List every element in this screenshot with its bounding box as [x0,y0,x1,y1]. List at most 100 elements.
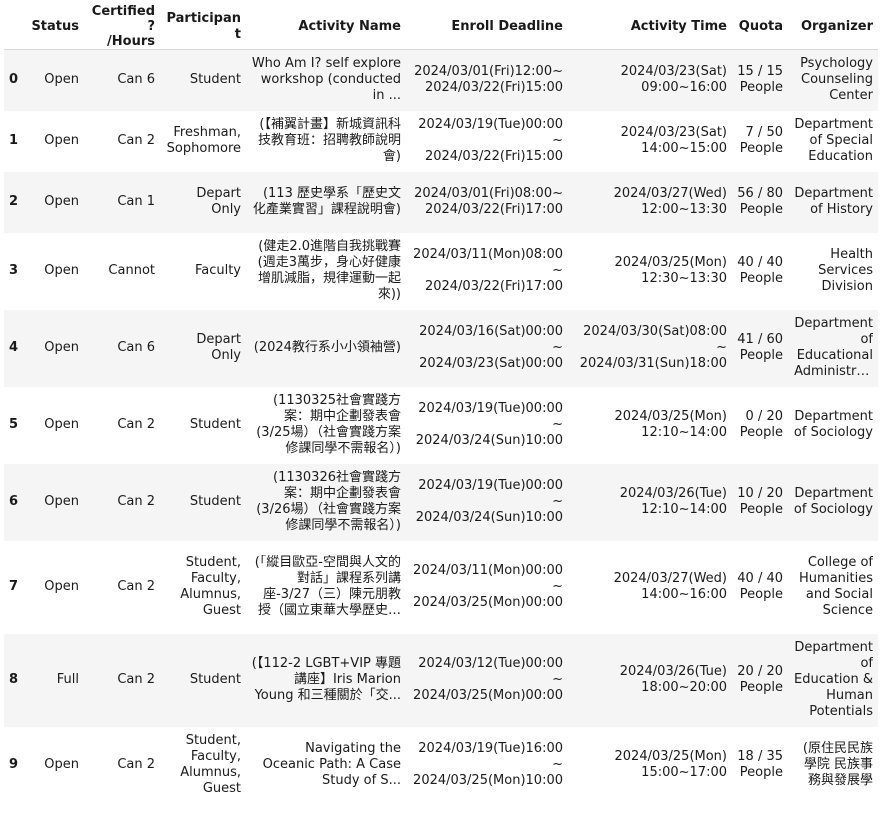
row-index-text: 4 [9,340,19,355]
activity-name-cell: (【112-2 LGBT+VIP 專題講座】Iris Marion Young … [246,634,406,727]
header-activity-name: Activity Name [246,4,406,50]
participant-cell: Student [160,50,246,111]
certified-hours-cell-text: Can 2 [117,417,155,432]
quota-cell: 10 / 20 People [732,464,788,541]
organizer-cell-text: Health Services Division [818,247,873,294]
enroll-deadline-cell-text: 2024/03/01(Fri)08:00~ 2024/03/22(Fri)17:… [414,186,563,217]
activity-name-cell: Who Am I? self explore workshop (conduct… [246,50,406,111]
certified-hours-cell-text: Can 2 [117,494,155,509]
participant-cell: Depart Only [160,172,246,233]
activity-name-cell-text: (「縱目歐亞-空間與人文的對話」課程系列講座-3/27（三）陳元朋教授（國立東華… [254,555,401,618]
status-cell: Open [26,727,84,804]
table-row: 7 Open Can 2 Student, Faculty, Alumnus, Gue… [4,540,878,634]
organizer-cell-text: Department of Sociology [793,486,873,517]
enroll-deadline-cell: 2024/03/16(Sat)00:00~ 2024/03/23(Sat)00:… [406,310,568,387]
status-cell-text: Open [44,757,79,772]
header-status: Status [26,4,84,50]
activity-time-cell: 2024/03/23(Sat) 14:00~15:00 [568,111,732,172]
activity-time-cell: 2024/03/25(Mon) 12:30~13:30 [568,233,732,310]
participant-cell: Student [160,464,246,541]
organizer-cell: College of Humanities and Social Science [788,541,878,634]
participant-cell-text: Student, Faculty, Alumnus, Guest [180,733,241,796]
activity-name-cell-text: (1130326社會實踐方案：期中企劃發表會(3/26場）（社會實踐方案修課同學… [256,470,401,533]
enroll-deadline-cell: 2024/03/19(Tue)00:00~ 2024/03/24(Sun)10:… [406,387,568,464]
certified-hours-cell: Can 2 [84,541,160,634]
row-index-text: 1 [9,133,19,148]
quota-cell: 56 / 80 People [732,172,788,233]
organizer-cell-text: Department of Educational Administration… [794,316,873,379]
certified-hours-cell-text: Can 6 [117,72,155,88]
activity-name-cell-text: (【補翼計畫】新城資訊科技教育班：招聘教師說明會) [257,117,401,164]
quota-cell: 18 / 35 People [732,727,788,804]
organizer-cell-text: Psychology Counseling Center [800,56,873,104]
certified-hours-cell-text: Can 2 [117,133,155,148]
status-cell: Open [26,233,84,310]
activity-name-cell: (「縱目歐亞-空間與人文的對話」課程系列講座-3/27（三）陳元朋教授（國立東華… [246,541,406,634]
activity-name-cell: (【補翼計畫】新城資訊科技教育班：招聘教師說明會) [246,111,406,172]
activity-name-cell: (113 歷史學系「歷史文化產業實習」課程說明會) [246,172,406,233]
row-index: 5 [4,387,26,464]
activity-time-cell: 2024/03/23(Sat) 09:00~16:00 [568,50,732,111]
quota-cell-text: 20 / 20 People [737,664,783,695]
status-cell-text: Full [56,672,79,687]
certified-hours-cell-text: Can 1 [117,194,155,209]
activity-name-cell: (1130325社會實踐方案：期中企劃發表會(3/25場）（社會實踐方案修課同學… [246,387,406,464]
status-cell: Open [26,172,84,233]
activity-name-cell-text: (【112-2 LGBT+VIP 專題講座】Iris Marion Young … [251,656,401,703]
activity-time-cell: 2024/03/30(Sat)08:00~ 2024/03/31(Sun)18:… [568,310,732,387]
participant-cell-text: Student [189,672,241,687]
activity-time-cell-text: 2024/03/30(Sat)08:00~ 2024/03/31(Sun)18:… [579,324,727,371]
quota-cell: 20 / 20 People [732,634,788,727]
activity-time-cell: 2024/03/27(Wed) 14:00~16:00 [568,541,732,634]
organizer-cell: (原住民民族學院 民族事務與發展學系) [788,727,878,804]
organizer-cell-text: (原住民民族學院 民族事務與發展學系) [802,741,873,788]
header-activity-time: Activity Time [568,4,732,50]
row-index: 3 [4,233,26,310]
activity-time-cell-text: 2024/03/25(Mon) 12:10~14:00 [614,409,727,440]
status-cell-text: Open [44,340,79,355]
quota-cell: 0 / 20 People [732,387,788,464]
status-cell: Open [26,387,84,464]
participant-cell-text: Depart Only [196,332,241,363]
organizer-cell-text: Department of Sociology [793,409,873,440]
row-index-text: 8 [9,672,19,687]
status-cell-text: Open [44,417,79,432]
participant-cell-text: Student [189,417,241,432]
row-index: 9 [4,727,26,804]
activity-time-cell-text: 2024/03/26(Tue) 12:10~14:00 [619,486,727,517]
status-cell-text: Open [44,133,79,148]
header-row: Status Certified? /Hours Participant Act… [4,4,878,50]
activity-name-cell-text: (1130325社會實踐方案：期中企劃發表會(3/25場）（社會實踐方案修課同學… [256,393,401,456]
activity-time-cell-text: 2024/03/23(Sat) 09:00~16:00 [620,64,727,96]
participant-cell-text: Depart Only [196,186,241,217]
enroll-deadline-cell: 2024/03/19(Tue)00:00~ 2024/03/24(Sun)10:… [406,464,568,541]
enroll-deadline-cell-text: 2024/03/19(Tue)00:00~ 2024/03/24(Sun)10:… [415,478,563,525]
participant-cell: Freshman, Sophomore [160,111,246,172]
enroll-deadline-cell-text: 2024/03/12(Tue)00:00~ 2024/03/25(Mon)00:… [413,656,563,703]
header-index [4,4,26,50]
participant-cell-text: Faculty [194,263,241,278]
row-index-text: 9 [9,757,19,772]
status-cell: Open [26,464,84,541]
enroll-deadline-cell-text: 2024/03/19(Tue)00:00~ 2024/03/22(Fri)15:… [418,117,563,164]
status-cell-text: Open [44,579,79,594]
row-index-text: 5 [9,417,19,432]
status-cell: Open [26,50,84,111]
status-cell-text: Open [44,263,79,278]
table-row: 5 Open Can 2 Student (1130325社會實踐方案：期中企劃發表會(… [4,386,878,464]
activity-time-cell-text: 2024/03/25(Mon) 15:00~17:00 [614,749,727,780]
table-row: 6 Open Can 2 Student (1130326社會實踐方案：期中企劃發表會(… [4,463,878,541]
row-index: 4 [4,310,26,387]
enroll-deadline-cell: 2024/03/19(Tue)16:00~ 2024/03/25(Mon)10:… [406,727,568,804]
status-cell-text: Open [44,194,79,209]
activity-name-cell: (健走2.0進階自我挑戰賽(週走3萬步，身心好健康增肌減脂，規律運動一起來)) [246,233,406,310]
enroll-deadline-cell: 2024/03/01(Fri)08:00~ 2024/03/22(Fri)17:… [406,172,568,233]
table-row: 9 Open Can 2 Student, Faculty, Alumnus, Gue… [4,726,878,804]
quota-cell-text: 40 / 40 People [737,571,783,602]
organizer-cell-text: College of Humanities and Social Science [799,555,873,618]
row-index: 7 [4,541,26,634]
organizer-cell: Department of Sociology [788,464,878,541]
participant-cell-text: Student [189,494,241,509]
enroll-deadline-cell: 2024/03/19(Tue)00:00~ 2024/03/22(Fri)15:… [406,111,568,172]
